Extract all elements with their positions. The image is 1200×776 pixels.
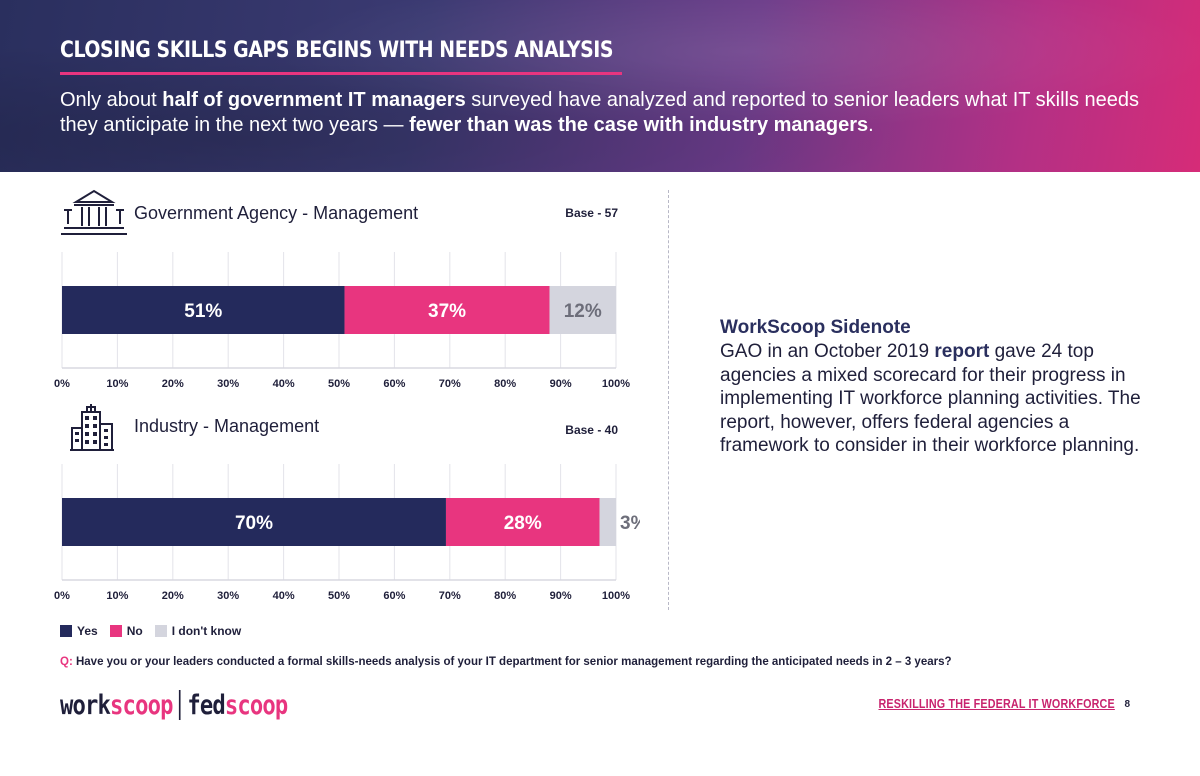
x-tick-label: 50% — [328, 590, 350, 602]
logo-scoop: scoop — [110, 689, 173, 721]
logo-work: work — [60, 689, 111, 721]
data-label-dont-know: 12% — [564, 301, 602, 322]
government-panel-title: Government Agency - Management — [134, 203, 419, 223]
sidenote-text: gave 24 top agencies a mixed scorecard f… — [720, 341, 1141, 456]
bar-segment-yes — [62, 286, 345, 334]
legend-item-no: No — [109, 624, 143, 638]
report-link[interactable]: report — [934, 341, 990, 362]
legend-label: I don't know — [171, 624, 242, 638]
header-banner: Closing skills gaps begins with needs an… — [0, 0, 1200, 172]
x-tick-label: 20% — [162, 590, 184, 602]
office-building-icon — [70, 404, 114, 451]
question-prefix: Q: — [60, 656, 73, 668]
data-label-yes: 70% — [235, 513, 273, 534]
report-title-link[interactable]: Reskilling the Federal IT Workforce — [878, 697, 1115, 711]
industry-panel-title: Industry - Management — [134, 416, 320, 436]
bar-segment-no — [445, 498, 600, 546]
sidenote-title: WorkScoop Sidenote — [720, 317, 911, 338]
industry-base-count: Base - 40 — [565, 423, 618, 437]
logo-divider — [179, 690, 181, 720]
government-base-count: Base - 57 — [565, 206, 618, 220]
legend-swatch-no — [109, 625, 122, 637]
x-tick-label: 40% — [273, 590, 295, 602]
bar-segment-dont-know — [599, 498, 616, 546]
subtitle-bold: half of government IT managers — [162, 89, 466, 111]
legend-label: Yes — [77, 624, 98, 638]
x-tick-label: 30% — [217, 378, 239, 390]
data-label-dont-know: 3% — [620, 513, 640, 534]
x-tick-label: 0% — [54, 590, 70, 602]
x-tick-label: 20% — [162, 378, 184, 390]
government-building-icon — [61, 189, 127, 235]
page-title: Closing skills gaps begins with needs an… — [60, 38, 614, 63]
x-tick-label: 50% — [328, 378, 350, 390]
x-tick-label: 100% — [602, 378, 630, 390]
header-background-photo — [0, 0, 1200, 172]
bar-segment-yes — [62, 498, 446, 546]
data-label-no: 28% — [504, 513, 542, 534]
government-stacked-bar-chart: 0% 10% 20% 30% 40% 50% 60% 70% 80% 90% 100% 51% 37% 1… — [54, 252, 630, 390]
legend-swatch-dont-know — [154, 625, 167, 637]
industry-panel-header: Industry - Management Base - 40 — [60, 402, 620, 452]
sidenote-box: WorkScoop Sidenote GAO in an October 201… — [720, 316, 1150, 458]
x-tick-label: 90% — [550, 590, 572, 602]
logo-fed: fed — [187, 689, 225, 721]
workscoop-fedscoop-logo[interactable]: work scoop fed scoop — [60, 688, 288, 722]
logo-scoop: scoop — [224, 689, 288, 721]
chart-legend: Yes No I don't know — [60, 624, 253, 638]
x-tick-label: 30% — [217, 590, 239, 602]
subtitle-part: . — [868, 114, 874, 136]
x-tick-label: 80% — [494, 378, 516, 390]
question-text: Have you or your leaders conducted a for… — [72, 656, 952, 668]
x-tick-label: 90% — [550, 378, 572, 390]
section-divider — [668, 190, 669, 610]
government-panel-header: Government Agency - Management Base - 57 — [60, 188, 620, 238]
sidenote-body: GAO in an October 2019 report gave 24 to… — [720, 340, 1150, 458]
bar-segment-no — [344, 286, 550, 334]
data-label-no: 37% — [428, 301, 466, 322]
sidenote-text: GAO in an October 2019 — [720, 341, 935, 362]
x-tick-label: 80% — [494, 590, 516, 602]
x-tick-label: 10% — [106, 378, 128, 390]
subtitle-part: surveyed have analyzed and reported to s… — [60, 89, 1140, 136]
x-tick-label: 0% — [54, 378, 70, 390]
page-subtitle: Only about half of government IT manager… — [60, 88, 1150, 138]
x-tick-label: 70% — [439, 378, 461, 390]
page-number: 8 — [1124, 698, 1130, 710]
x-tick-label: 100% — [602, 590, 630, 602]
title-underline — [60, 72, 622, 75]
industry-stacked-bar-chart: 0% 10% 20% 30% 40% 50% 60% 70% 80% 90% 100% 70% 28% 3… — [54, 464, 640, 602]
data-label-yes: 51% — [184, 301, 222, 322]
x-tick-label: 70% — [439, 590, 461, 602]
x-tick-label: 40% — [273, 378, 295, 390]
x-tick-label: 60% — [383, 378, 405, 390]
legend-swatch-yes — [60, 625, 72, 637]
footer-report-info: Reskilling the Federal IT Workforce 8 — [840, 697, 1130, 711]
x-tick-label: 10% — [106, 590, 128, 602]
subtitle-part: Only about — [60, 89, 163, 111]
legend-label: No — [126, 624, 143, 638]
x-tick-label: 60% — [383, 590, 405, 602]
legend-item-yes: Yes — [60, 624, 98, 638]
subtitle-bold: fewer than was the case with industry ma… — [409, 114, 869, 136]
survey-question: Q: Have you or your leaders conducted a … — [60, 656, 952, 668]
legend-item-dont-know: I don't know — [154, 624, 242, 638]
bar-segment-dont-know — [549, 286, 616, 334]
